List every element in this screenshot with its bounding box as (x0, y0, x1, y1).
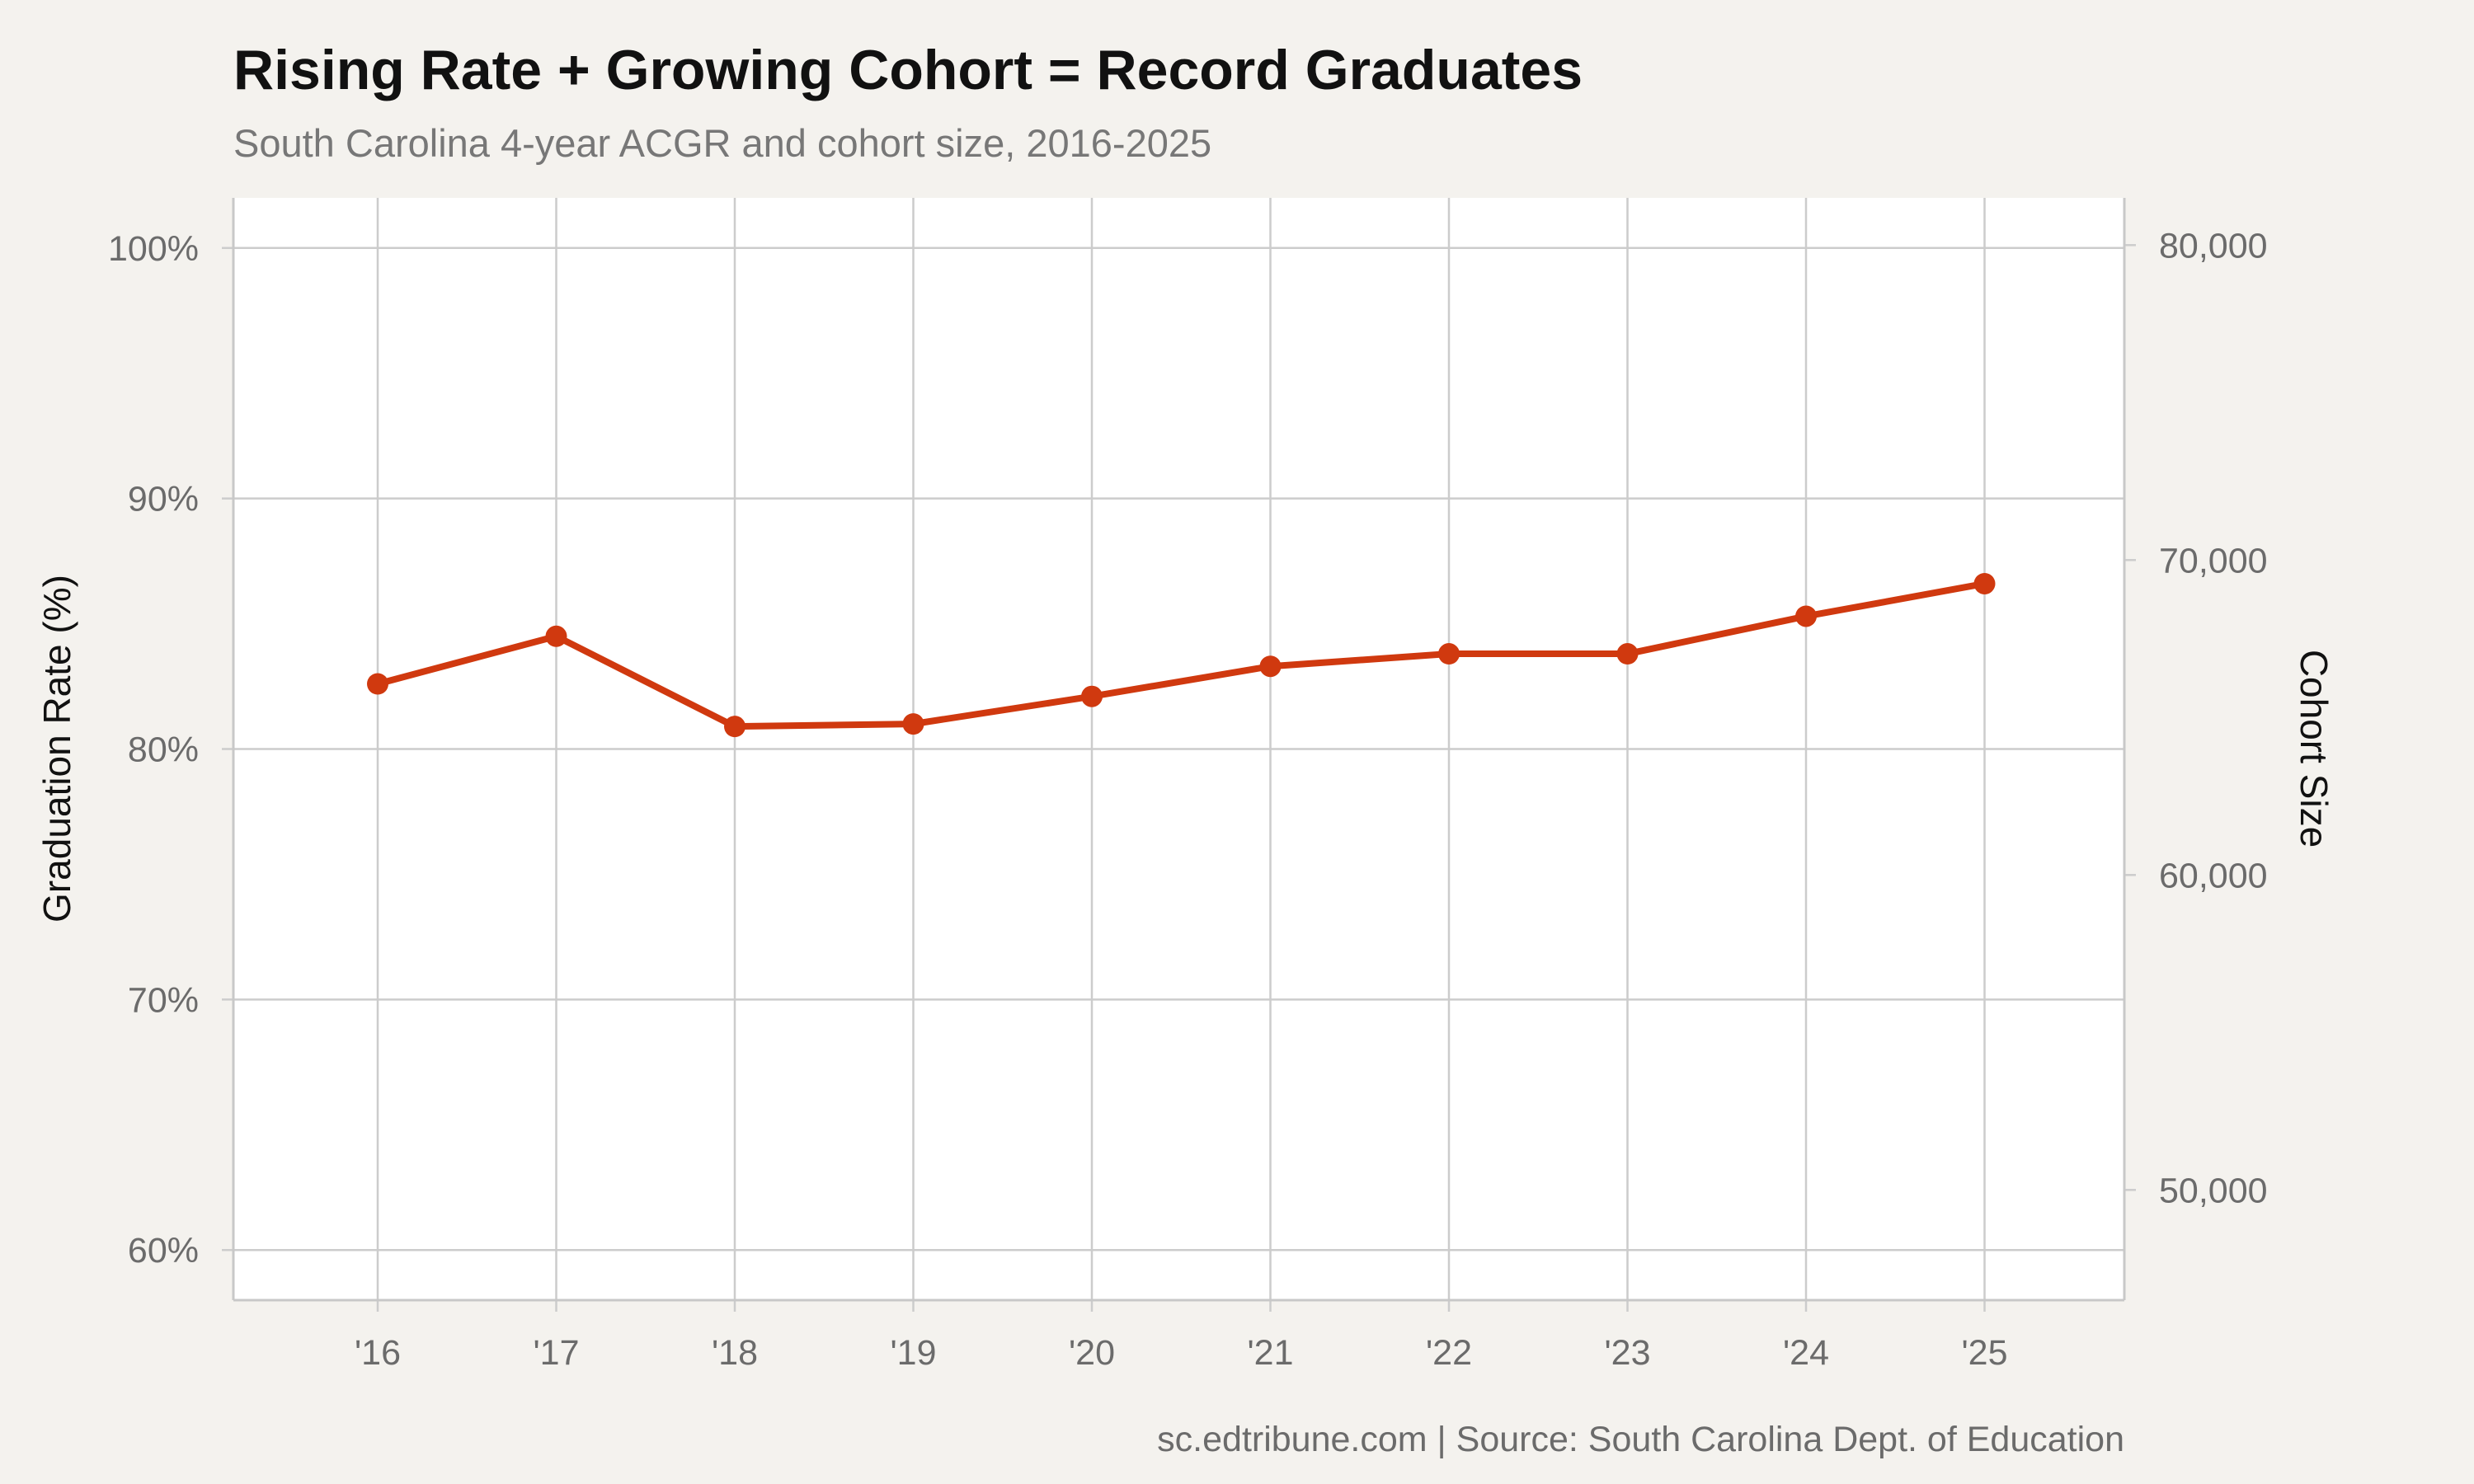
data-point (1438, 643, 1460, 665)
data-point (545, 625, 567, 647)
y2-tick-label: 60,000 (2159, 856, 2268, 895)
x-tick-label: '23 (1604, 1333, 1650, 1373)
y2-tick-label: 80,000 (2159, 226, 2268, 265)
y2-axis-title: Cohort Size (2293, 650, 2335, 848)
x-tick-label: '16 (355, 1333, 401, 1373)
data-point (1795, 605, 1817, 627)
x-tick-label: '25 (1961, 1333, 2007, 1373)
y-tick-label: 80% (128, 730, 199, 770)
y-tick-label: 70% (128, 980, 199, 1020)
x-tick-label: '24 (1783, 1333, 1829, 1373)
x-tick-label: '17 (533, 1333, 579, 1373)
x-tick-label: '18 (712, 1333, 758, 1373)
x-axis-ticks: '16 '17 '18 '19 '20 '21 '22 '23 '24 '25 (355, 1333, 2008, 1373)
y-axis-ticks: 60% 70% 80% 90% 100% (108, 229, 199, 1270)
data-point (724, 716, 745, 738)
series-layer (367, 572, 1996, 738)
y-tick-label: 60% (128, 1231, 199, 1270)
data-point (1616, 643, 1639, 665)
y-tick-label: 100% (108, 229, 199, 269)
data-point (1973, 572, 1996, 594)
x-tick-label: '20 (1069, 1333, 1115, 1373)
chart-subtitle: South Carolina 4-year ACGR and cohort si… (233, 121, 1211, 165)
y2-tick-label: 70,000 (2159, 541, 2268, 580)
x-tick-label: '19 (890, 1333, 936, 1373)
series-line (374, 580, 1988, 730)
data-point (902, 713, 924, 735)
x-tick-label: '21 (1247, 1333, 1293, 1373)
data-point (1259, 655, 1282, 678)
data-point (1081, 685, 1103, 707)
y-axis-title: Graduation Rate (%) (35, 575, 78, 923)
data-point (367, 673, 388, 695)
chart-title: Rising Rate + Growing Cohort = Record Gr… (233, 39, 1583, 101)
x-tick-label: '22 (1426, 1333, 1472, 1373)
y2-axis-ticks: 50,000 60,000 70,000 80,000 (2159, 226, 2268, 1210)
grid-layer (222, 198, 2136, 1312)
chart-caption: sc.edtribune.com | Source: South Carolin… (1157, 1420, 2124, 1459)
y2-tick-label: 50,000 (2159, 1171, 2268, 1210)
y-tick-label: 90% (128, 480, 199, 519)
